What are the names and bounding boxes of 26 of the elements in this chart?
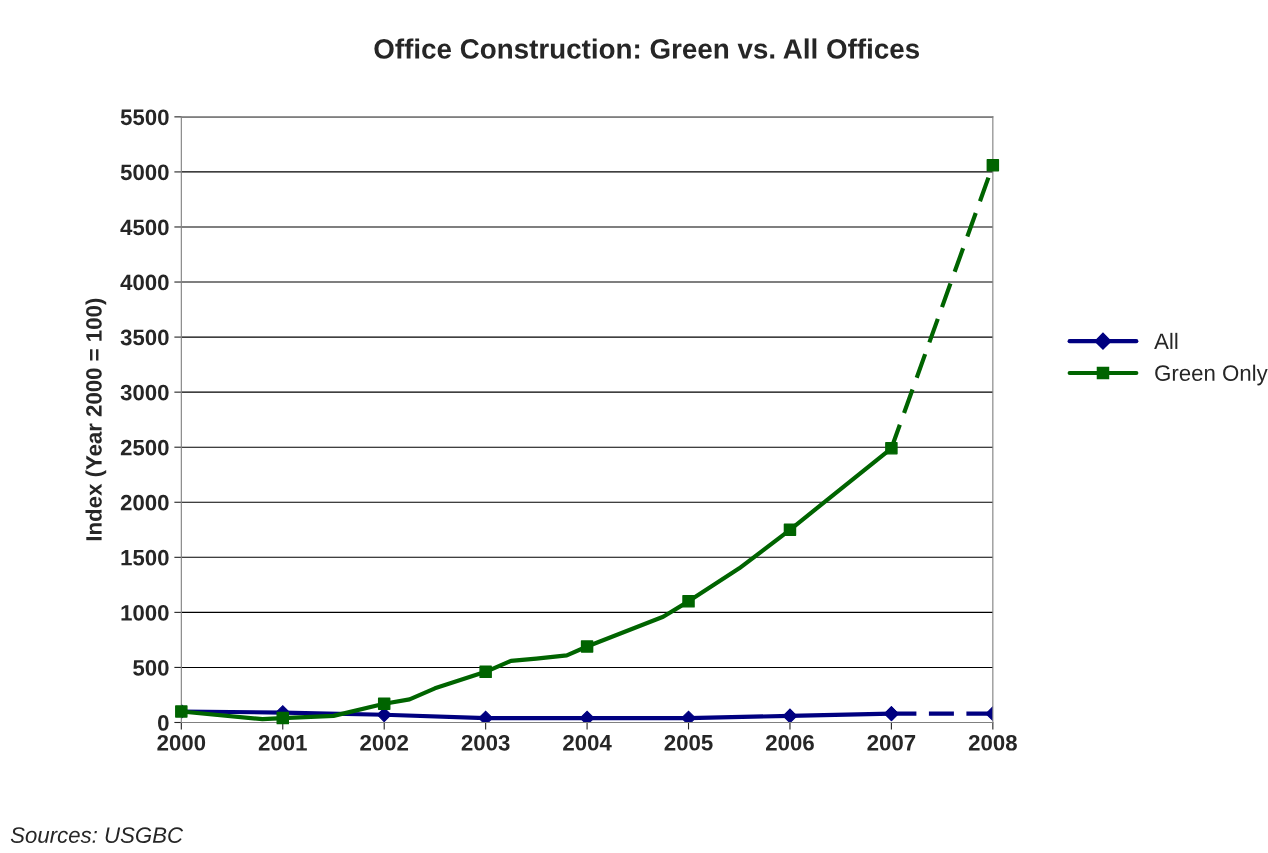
y-tick-label: 4000 bbox=[120, 274, 169, 291]
source-note: Sources: USGBC bbox=[10, 827, 184, 843]
x-tick-label: 2007 bbox=[867, 734, 916, 751]
y-tick-label: 500 bbox=[133, 659, 169, 676]
y-tick-label: 5000 bbox=[120, 164, 169, 181]
chart-title: Office Construction: Green vs. All Offices bbox=[374, 38, 920, 59]
y-tick-label: 2000 bbox=[120, 494, 169, 511]
y-tick-label: 5500 bbox=[120, 109, 169, 126]
x-tick-label: 2001 bbox=[258, 734, 307, 751]
y-tick-label: 3000 bbox=[120, 384, 169, 401]
legend-label: All bbox=[1154, 332, 1178, 349]
x-tick-label: 2000 bbox=[157, 734, 206, 751]
x-tick-label: 2002 bbox=[360, 734, 409, 751]
y-tick-label: 2500 bbox=[120, 439, 169, 456]
y-tick-label: 4500 bbox=[120, 219, 169, 236]
x-tick-label: 2006 bbox=[766, 734, 814, 751]
x-tick-label: 2005 bbox=[664, 734, 713, 751]
y-tick-label: 3500 bbox=[120, 329, 169, 346]
x-tick-label: 2003 bbox=[461, 734, 510, 751]
y-tick-label: 0 bbox=[158, 715, 169, 731]
y-tick-label: 1500 bbox=[121, 549, 169, 566]
y-tick-label: 1000 bbox=[121, 604, 169, 621]
x-tick-label: 2004 bbox=[563, 734, 612, 751]
y-axis-title: Index (Year 2000 = 100) bbox=[85, 298, 107, 541]
legend-label: Green Only bbox=[1155, 364, 1268, 386]
x-tick-label: 2008 bbox=[968, 734, 1017, 751]
